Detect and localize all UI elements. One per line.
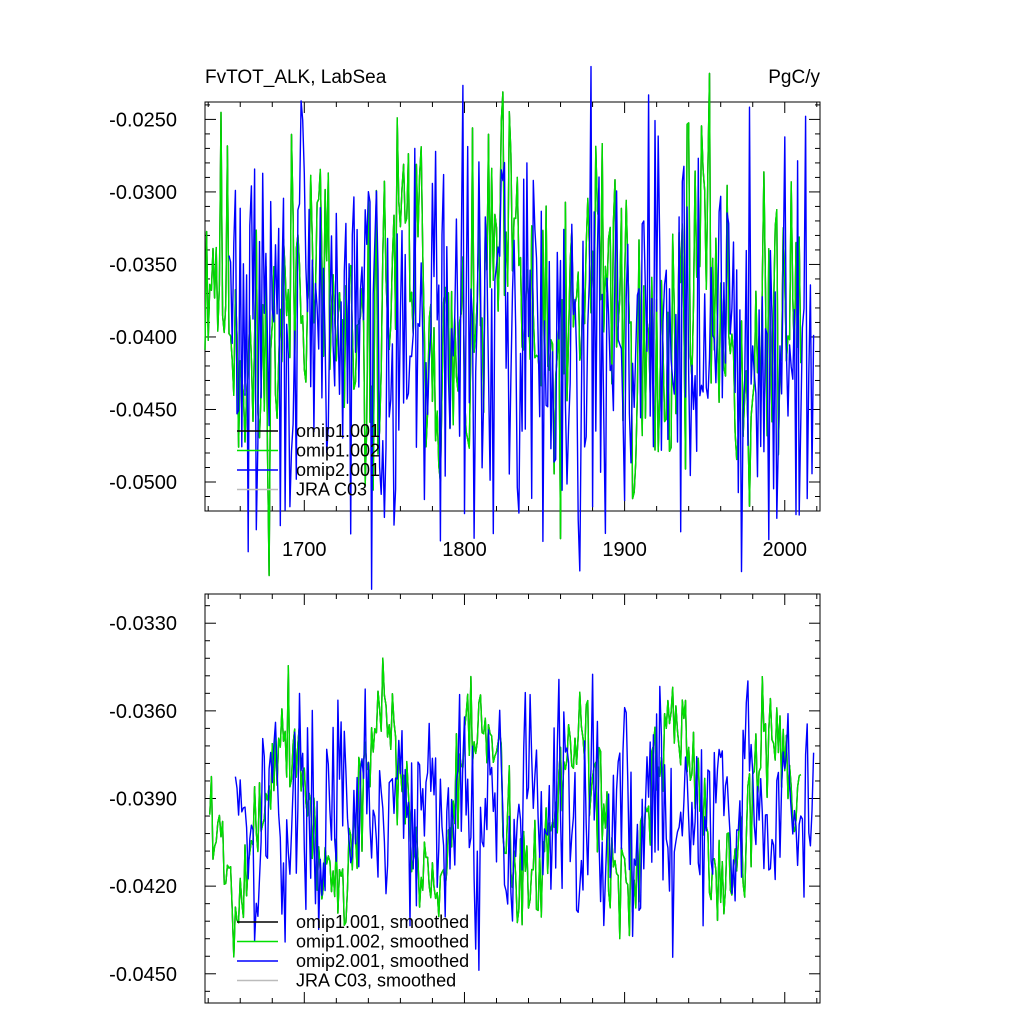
legend-label: omip2.001, smoothed [296,951,469,971]
y-tick-label: -0.0350 [109,254,177,276]
legend-label: omip1.002, smoothed [296,932,469,952]
y-tick-label: -0.0400 [109,327,177,349]
legend-label: omip1.002 [296,441,380,461]
legend-label: JRA C03, smoothed [296,971,456,991]
y-tick-label: -0.0250 [109,109,177,131]
y-tick-label: -0.0330 [109,613,177,635]
legend-label: omip2.001 [296,460,380,480]
y-tick-label: -0.0390 [109,789,177,811]
y-tick-label: -0.0300 [109,182,177,204]
x-tick-label: 2000 [763,539,808,561]
x-tick-label: 1900 [602,539,647,561]
y-tick-label: -0.0420 [109,876,177,898]
series-line-3 [234,673,815,971]
x-tick-label: 1700 [282,539,327,561]
y-tick-label: -0.0500 [109,472,177,494]
units-label: PgC/y [768,67,820,88]
legend-label: omip1.001 [296,421,380,441]
legend-label: JRA C03 [296,480,367,500]
panel-bottom: -0.0330 -0.0360 -0.0390 -0.0420 -0.0450 omip1… [109,593,821,1004]
panel-top: FvTOT_ALK, LabSea PgC/y 1700 1800 1900 2000… [109,65,821,590]
x-tick-label: 1800 [442,539,487,561]
y-tick-label: -0.0450 [109,964,177,986]
chart-title: FvTOT_ALK, LabSea [205,67,387,88]
legend-label: omip1.001, smoothed [296,912,469,932]
series-line-2 [204,72,802,577]
y-tick-label: -0.0450 [109,399,177,421]
y-tick-label: -0.0360 [109,701,177,723]
series-line-3 [228,65,815,590]
